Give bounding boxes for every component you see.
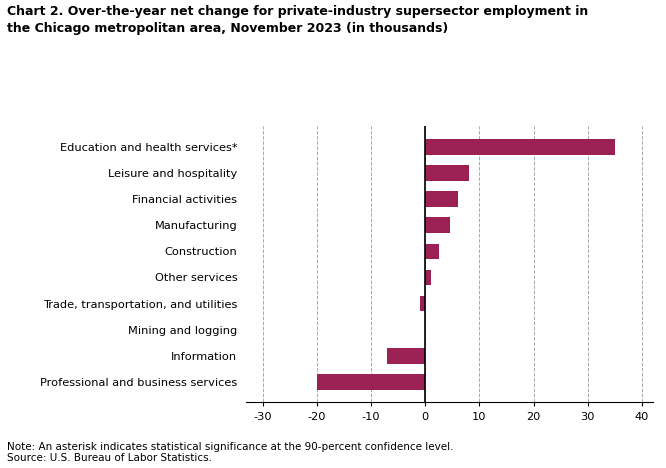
- Bar: [420, 296, 425, 312]
- Bar: [425, 217, 450, 233]
- Bar: [425, 243, 439, 259]
- Bar: [425, 191, 458, 207]
- Bar: [387, 348, 425, 364]
- Bar: [317, 374, 425, 390]
- Text: Note: An asterisk indicates statistical significance at the 90-percent confidenc: Note: An asterisk indicates statistical …: [7, 442, 453, 463]
- Bar: [425, 165, 468, 181]
- Bar: [425, 139, 615, 154]
- Text: Chart 2. Over-the-year net change for private-industry supersector employment in: Chart 2. Over-the-year net change for pr…: [7, 5, 588, 35]
- Bar: [425, 270, 431, 285]
